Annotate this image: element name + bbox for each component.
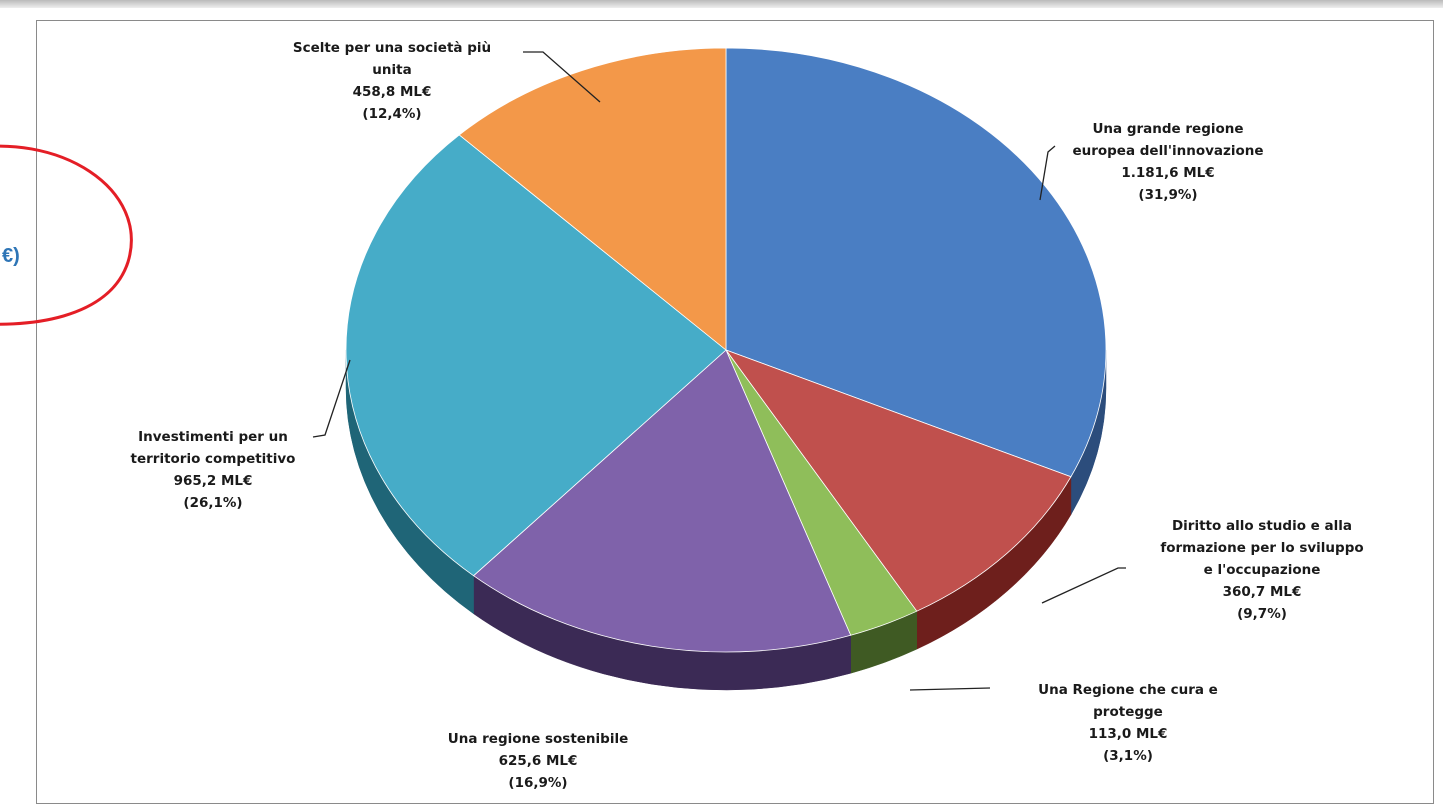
- slice-label-line: (16,9%): [508, 775, 567, 791]
- slice-label-line: formazione per lo sviluppo: [1160, 540, 1363, 556]
- slice-label-line: 625,6 ML€: [499, 753, 578, 769]
- pie-sides: [345, 349, 1107, 691]
- slice-label-line: protegge: [1093, 704, 1163, 720]
- slice-label-line: Investimenti per un: [138, 429, 288, 445]
- pie-slice-0: [725, 47, 1107, 478]
- slice-label-line: 458,8 ML€: [353, 84, 432, 100]
- pie-slice-4: [345, 134, 727, 577]
- leader-line-2: [909, 687, 991, 691]
- pie-slice-1: [724, 349, 1072, 612]
- leader-line-4: [312, 359, 351, 438]
- slice-label-line: Una grande regione: [1092, 121, 1243, 137]
- slice-label-4: Investimenti per un territorio competitiv…: [131, 429, 296, 511]
- slice-labels: Una grande regione europea dell'innovazio…: [131, 40, 1364, 791]
- leader-line-5: [523, 51, 601, 103]
- slice-label-3: Una regione sostenibile 625,6 ML€ (16,9%): [448, 731, 629, 791]
- slice-label-line: (12,4%): [362, 106, 421, 122]
- callout-text: €): [2, 245, 20, 267]
- slice-label-line: 965,2 ML€: [174, 473, 253, 489]
- slice-label-line: (3,1%): [1103, 748, 1153, 764]
- red-callout: €): [0, 144, 133, 326]
- slice-label-line: territorio competitivo: [131, 451, 296, 467]
- slice-label-line: Una regione sostenibile: [448, 731, 629, 747]
- pie-tops: [345, 47, 1107, 653]
- slice-label-1: Diritto allo studio e alla formazione per…: [1160, 518, 1363, 622]
- slice-label-line: 113,0 ML€: [1089, 726, 1168, 742]
- slice-label-line: (26,1%): [183, 495, 242, 511]
- chart-frame: [36, 20, 1434, 804]
- top-cropped-text-strip: [0, 0, 1443, 8]
- slice-label-line: (9,7%): [1237, 606, 1287, 622]
- red-ellipse-callout: [0, 144, 133, 326]
- slice-label-line: europea dell'innovazione: [1072, 143, 1263, 159]
- leader-lines: [312, 51, 1126, 691]
- slice-label-line: Diritto allo studio e alla: [1172, 518, 1352, 534]
- slice-label-line: (31,9%): [1138, 187, 1197, 203]
- leader-line-1: [1041, 567, 1126, 604]
- slice-label-2: Una Regione che cura e protegge 113,0 ML€ (…: [1038, 682, 1218, 764]
- slice-label-line: Scelte per una società più: [293, 40, 491, 56]
- slice-label-0: Una grande regione europea dell'innovazio…: [1072, 121, 1263, 203]
- slice-label-line: unita: [372, 62, 411, 78]
- slice-label-line: 360,7 ML€: [1223, 584, 1302, 600]
- pie-slice-3: [472, 349, 852, 653]
- slice-label-5: Scelte per una società più unita 458,8 ML€…: [293, 40, 491, 122]
- pie-slice-5: [458, 47, 727, 351]
- slice-label-line: e l'occupazione: [1204, 562, 1321, 578]
- slice-label-line: Una Regione che cura e: [1038, 682, 1218, 698]
- slice-label-line: 1.181,6 ML€: [1121, 165, 1214, 181]
- leader-line-0: [1039, 145, 1056, 201]
